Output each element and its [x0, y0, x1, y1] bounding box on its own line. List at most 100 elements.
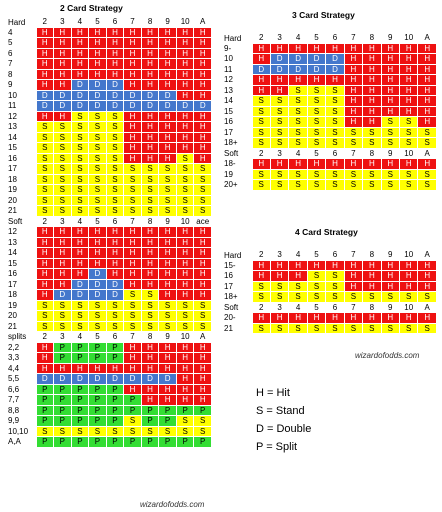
strategy-cell: P [53, 436, 72, 448]
strategy-cell: S [362, 137, 382, 149]
strategy-cell: S [158, 310, 177, 322]
player-hand-label: 20 [6, 195, 36, 206]
strategy-cell: S [325, 280, 345, 293]
strategy-cell: S [105, 110, 125, 122]
table-row: 8,8 P P P P P P P P P P [6, 404, 212, 416]
dealer-card-header: 2 [36, 216, 54, 227]
table-row: 21 S S S S S S S S S S [6, 320, 212, 332]
dealer-card-header: 7 [123, 331, 142, 342]
dealer-card-header: 5 [307, 302, 326, 313]
strategy-cell: H [123, 142, 142, 154]
strategy-cell: H [158, 131, 177, 143]
strategy-cell: H [35, 68, 55, 80]
strategy-cell: S [269, 179, 290, 191]
four-card-title: 4 Card Strategy [295, 227, 358, 237]
strategy-cell: H [343, 63, 364, 76]
strategy-cell: H [123, 341, 142, 353]
section-label: Soft [222, 302, 252, 313]
strategy-cell: S [105, 320, 125, 332]
strategy-cell: H [70, 268, 90, 280]
strategy-cell: H [88, 257, 107, 269]
strategy-cell: H [193, 383, 212, 395]
strategy-cell: P [88, 415, 107, 427]
strategy-cell: H [35, 26, 55, 38]
table-row: 19 S S S S S S S S S S [222, 168, 437, 181]
strategy-cell: S [380, 116, 401, 128]
table-row: 5,5 D D D D D D D D H H [6, 373, 212, 385]
strategy-cell: H [158, 68, 177, 80]
dealer-card-header: 6 [325, 250, 345, 261]
strategy-cell: S [251, 322, 271, 335]
strategy-cell: S [269, 168, 290, 181]
strategy-cell: H [35, 352, 55, 364]
strategy-cell: S [193, 299, 212, 311]
strategy-cell: S [140, 163, 160, 175]
strategy-cell: P [70, 341, 90, 353]
strategy-cell: S [158, 299, 177, 311]
strategy-cell: S [398, 137, 419, 149]
strategy-cell: S [251, 95, 271, 107]
strategy-cell: P [70, 415, 90, 427]
table-row: 15 H H H H H H H H H H [6, 257, 212, 269]
table-row: 17 H H D D D H H H H H [6, 278, 212, 290]
strategy-cell: S [35, 142, 55, 154]
strategy-cell: H [380, 84, 401, 97]
strategy-cell: H [175, 37, 195, 49]
strategy-cell: S [398, 168, 419, 181]
player-hand-label: 20 [6, 310, 36, 321]
strategy-cell: S [53, 173, 72, 185]
strategy-cell: H [380, 312, 401, 324]
dealer-card-header: A [417, 148, 437, 159]
strategy-cell: S [88, 310, 107, 322]
strategy-cell: S [398, 126, 419, 139]
strategy-cell: P [70, 383, 90, 395]
player-hand-label: 16 [222, 116, 252, 128]
strategy-cell: H [158, 37, 177, 49]
strategy-cell: H [70, 26, 90, 38]
strategy-cell: H [269, 84, 290, 97]
strategy-cell: S [175, 320, 195, 332]
strategy-cell: D [105, 289, 125, 301]
strategy-cell: P [140, 436, 160, 448]
strategy-cell: S [53, 163, 72, 175]
strategy-cell: H [175, 289, 195, 301]
strategy-cell: S [105, 142, 125, 154]
strategy-cell: S [306, 95, 327, 107]
strategy-cell: S [53, 299, 72, 311]
player-hand-label: 13 [6, 121, 36, 132]
strategy-cell: S [269, 105, 290, 118]
strategy-cell: H [88, 47, 107, 59]
strategy-cell: D [53, 89, 72, 101]
strategy-cell: P [88, 436, 107, 448]
strategy-cell: H [140, 110, 160, 122]
strategy-cell: S [175, 194, 195, 206]
strategy-cell: H [362, 259, 382, 272]
dealer-card-header: 6 [325, 148, 345, 159]
strategy-cell: H [88, 68, 107, 80]
strategy-cell: S [140, 184, 160, 196]
table-row: 20 S S S S S S S S S S [6, 194, 212, 206]
strategy-cell: S [53, 194, 72, 206]
strategy-cell: H [123, 37, 142, 49]
strategy-cell: S [70, 110, 90, 122]
strategy-cell: H [88, 26, 107, 38]
strategy-cell: S [123, 173, 142, 185]
dealer-card-header: 8 [141, 331, 159, 342]
strategy-cell: H [417, 116, 437, 128]
strategy-cell: H [140, 278, 160, 290]
player-hand-label: 13 [6, 237, 36, 248]
dealer-card-header: 5 [307, 148, 326, 159]
strategy-cell: S [105, 173, 125, 185]
strategy-cell: H [193, 37, 212, 49]
strategy-cell: H [343, 270, 364, 282]
strategy-cell: H [140, 37, 160, 49]
player-hand-label: 2,2 [6, 342, 36, 353]
strategy-cell: S [140, 425, 160, 437]
strategy-cell: H [140, 68, 160, 80]
strategy-cell: S [325, 270, 345, 282]
dealer-card-header: 3 [270, 148, 289, 159]
strategy-cell: S [306, 322, 327, 335]
strategy-cell: S [88, 110, 107, 122]
legend-split: P = Split [256, 441, 298, 453]
